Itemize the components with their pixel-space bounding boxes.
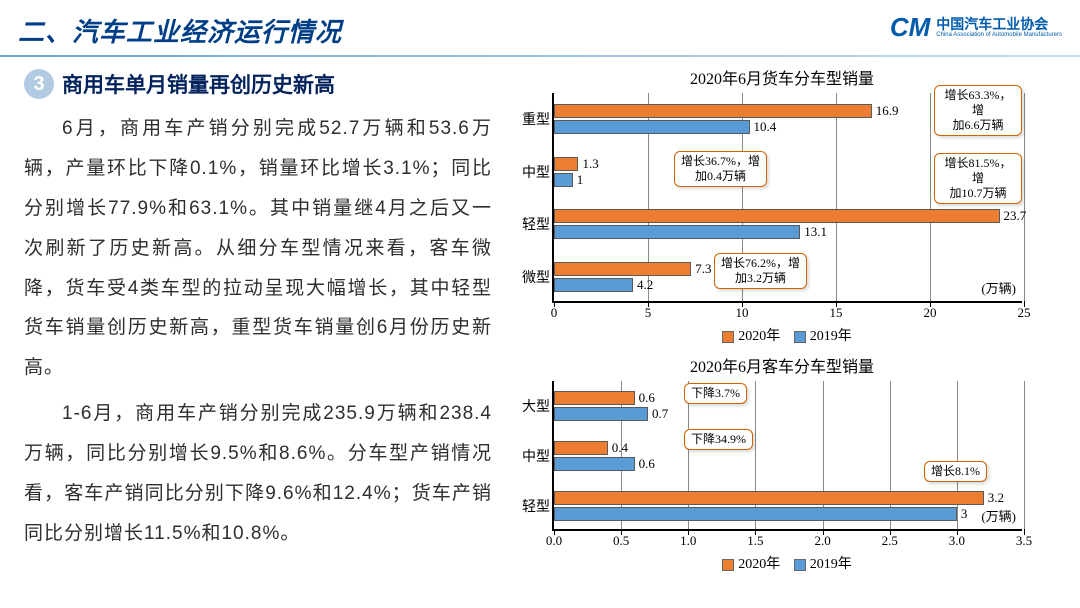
main: 3 商用车单月销量再创历史新高 6月，商用车产销分别完成52.7万辆和53.6万… [0, 57, 1080, 573]
chart2: 0.00.51.01.52.02.53.03.5大型0.60.7中型0.40.6… [552, 381, 1022, 531]
paragraph-1: 6月，商用车产销分别完成52.7万辆和53.6万辆，产量环比下降0.1%，销量环… [24, 109, 492, 388]
chart2-legend: 2020年 2019年 [502, 553, 1062, 573]
section-number: 3 [24, 69, 54, 99]
logo-mark: CM [890, 12, 930, 43]
legend-label-2019: 2019年 [810, 557, 852, 572]
legend-label-2020: 2020年 [738, 329, 780, 344]
subtitle-row: 3 商用车单月销量再创历史新高 [24, 69, 492, 99]
org-logo: CM 中国汽车工业协会 China Association of Automob… [890, 12, 1062, 43]
logo-cn: 中国汽车工业协会 [936, 17, 1062, 32]
chart2-title: 2020年6月客车分车型销量 [502, 353, 1062, 377]
left-column: 3 商用车单月销量再创历史新高 6月，商用车产销分别完成52.7万辆和53.6万… [24, 65, 492, 573]
legend-swatch-2019 [794, 559, 806, 571]
section-subtitle: 商用车单月销量再创历史新高 [62, 69, 335, 99]
paragraph-2: 1-6月，商用车产销分别完成235.9万辆和238.4万辆，同比分别增长9.5%… [24, 394, 492, 554]
right-column: 2020年6月货车分车型销量 0510152025重型16.910.4中型1.3… [502, 65, 1062, 573]
logo-en: China Association of Automobile Manufact… [936, 32, 1062, 39]
chart1-legend: 2020年 2019年 [502, 325, 1062, 345]
legend-label-2019: 2019年 [810, 329, 852, 344]
legend-swatch-2020 [722, 559, 734, 571]
chart1: 0510152025重型16.910.4中型1.31轻型23.713.1微型7.… [552, 93, 1022, 303]
legend-swatch-2019 [794, 331, 806, 343]
page-title: 二、汽车工业经济运行情况 [18, 12, 342, 49]
legend-label-2020: 2020年 [738, 557, 780, 572]
legend-swatch-2020 [722, 331, 734, 343]
header: 二、汽车工业经济运行情况 CM 中国汽车工业协会 China Associati… [0, 0, 1080, 49]
